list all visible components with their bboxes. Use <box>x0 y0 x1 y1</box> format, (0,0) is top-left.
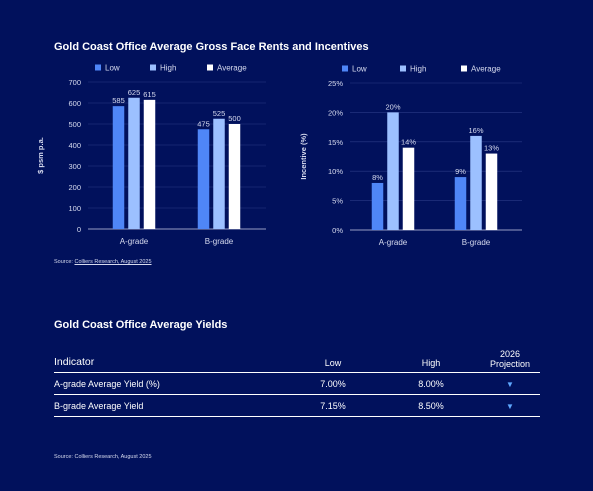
y-tick-label: 600 <box>68 99 81 108</box>
y-tick-label: 0% <box>332 226 343 235</box>
data-label: 16% <box>468 126 483 135</box>
bar-high <box>470 135 482 230</box>
legend-label-average: Average <box>471 65 501 74</box>
source-link[interactable]: Colliers Research, August 2025 <box>74 259 152 265</box>
legend-label-high: High <box>160 64 176 73</box>
y-tick-label: 10% <box>328 167 343 176</box>
legend-label-average: Average <box>217 64 247 73</box>
legend-swatch-low <box>95 64 101 71</box>
x-tick-label: A-grade <box>120 237 149 246</box>
y-tick-label: 200 <box>68 183 81 192</box>
table-row: B-grade Average Yield 7.15% 8.50% ▼ <box>54 395 540 417</box>
row-indicator: A-grade Average Yield (%) <box>54 378 160 389</box>
row-projection: ▼ <box>480 401 540 411</box>
bar-high <box>387 112 399 230</box>
data-label: 13% <box>484 144 499 153</box>
x-tick-label: A-grade <box>379 238 408 247</box>
row-high: 8.00% <box>418 378 444 389</box>
bar-low <box>112 106 125 229</box>
legend-label-low: Low <box>105 64 120 73</box>
header-projection: 2026 Projection <box>480 349 540 372</box>
data-label: 585 <box>112 96 125 105</box>
y-tick-label: 0 <box>77 225 81 234</box>
data-label: 500 <box>228 114 241 123</box>
yields-source-note: Source: Colliers Research, August 2025 <box>54 454 152 460</box>
y-tick-label: 25% <box>328 79 343 88</box>
data-label: 475 <box>197 119 210 128</box>
x-tick-label: B-grade <box>205 237 234 246</box>
data-label: 625 <box>128 88 141 97</box>
table-header-row: Indicator Low High 2026 Projection <box>54 346 540 373</box>
x-tick-label: B-grade <box>462 238 491 247</box>
legend-swatch-average <box>461 65 467 72</box>
down-arrow-icon: ▼ <box>506 401 514 411</box>
bar-average <box>228 124 241 229</box>
bar-average <box>402 147 415 230</box>
y-tick-label: 700 <box>68 78 81 87</box>
row-projection: ▼ <box>480 379 540 389</box>
legend-swatch-high <box>150 64 156 71</box>
bar-high <box>128 97 140 229</box>
rents-chart-title: Gold Coast Office Average Gross Face Ren… <box>54 41 369 53</box>
y-tick-label: 20% <box>328 108 343 117</box>
bar-low <box>371 182 384 230</box>
y-tick-label: 100 <box>68 204 81 213</box>
header-projection-label: Projection <box>489 359 531 369</box>
bar-low <box>454 177 467 230</box>
data-label: 615 <box>143 90 156 99</box>
bar-low <box>197 129 210 229</box>
y-tick-label: 500 <box>68 120 81 129</box>
yields-table: Indicator Low High 2026 Projection A-gra… <box>54 346 540 417</box>
rents-source-note: Source: Colliers Research, August 2025 <box>54 259 152 265</box>
header-high: High <box>421 358 441 368</box>
y-axis-label: Incentive (%) <box>299 133 308 180</box>
y-tick-label: 300 <box>68 162 81 171</box>
data-label: 525 <box>213 109 226 118</box>
table-row: A-grade Average Yield (%) 7.00% 8.00% ▼ <box>54 373 540 395</box>
bar-average <box>143 99 156 229</box>
data-label: 20% <box>385 102 400 111</box>
row-low: 7.00% <box>320 378 346 389</box>
row-indicator: B-grade Average Yield <box>54 400 144 411</box>
data-label: 9% <box>455 167 466 176</box>
row-high: 8.50% <box>418 400 444 411</box>
header-low: Low <box>324 358 342 368</box>
y-tick-label: 5% <box>332 197 343 206</box>
source-prefix: Source: <box>54 259 75 265</box>
y-axis-label: $ psm p.a. <box>36 137 45 174</box>
y-tick-label: 400 <box>68 141 81 150</box>
y-tick-label: 15% <box>328 138 343 147</box>
header-indicator: Indicator <box>54 356 95 368</box>
row-low: 7.15% <box>320 400 346 411</box>
data-label: 14% <box>401 138 416 147</box>
legend-swatch-average <box>207 64 213 71</box>
bar-high <box>213 118 225 229</box>
legend-swatch-high <box>400 65 406 72</box>
down-arrow-icon: ▼ <box>506 379 514 389</box>
data-label: 8% <box>372 173 383 182</box>
header-projection-year: 2026 <box>499 349 521 359</box>
legend-label-low: Low <box>352 65 367 74</box>
bar-average <box>485 153 498 230</box>
legend-swatch-low <box>342 65 348 72</box>
incentives-bar-chart: 0% 5% 10% 15% 20% 25% Incentive (%) 8% 20% 14% A-g… <box>299 65 522 247</box>
legend-label-high: High <box>410 65 426 74</box>
yields-table-title: Gold Coast Office Average Yields <box>54 319 228 331</box>
